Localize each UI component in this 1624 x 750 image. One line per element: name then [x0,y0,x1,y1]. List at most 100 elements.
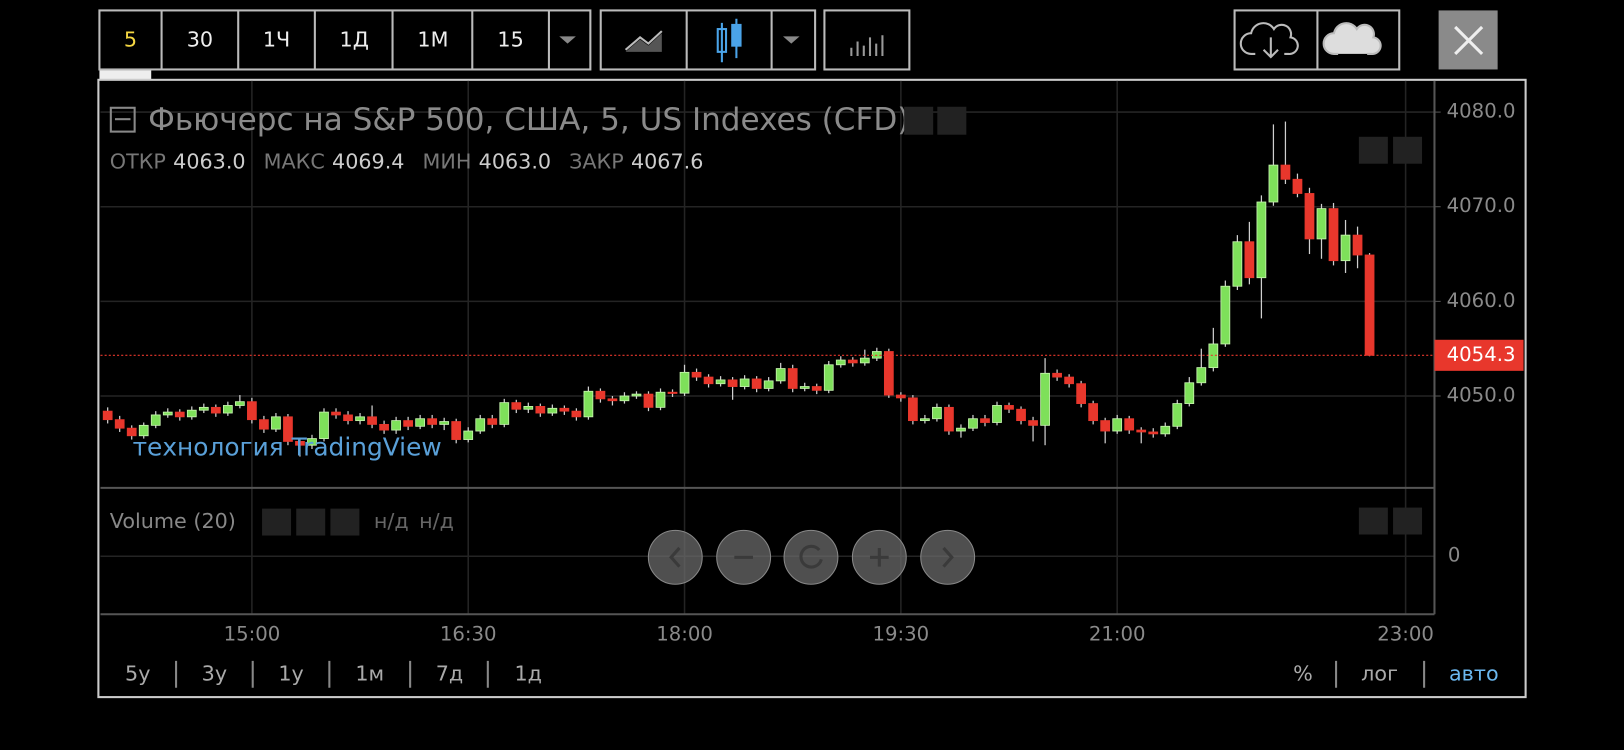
candle-body [343,414,353,422]
candle-body [1220,285,1231,345]
candle-body [186,409,197,418]
candle-body [823,364,834,391]
candle-body [583,390,594,418]
range-button[interactable]: 5у [125,661,150,685]
x-tick-label: 16:30 [440,622,497,645]
dropdown-icon[interactable] [783,36,800,44]
candle-body [114,419,125,429]
x-tick-label: 15:00 [224,622,281,645]
candle-body [150,414,161,426]
candle-body [727,379,738,387]
candle-body [102,410,113,421]
ohlc-label: ЗАКР [569,150,624,174]
candle-body [403,420,413,427]
candle-body [210,406,221,414]
x-tick-label: 23:00 [1377,622,1434,645]
interval-button[interactable]: 1М [417,27,448,51]
interval-button[interactable]: 1Д [340,27,369,51]
candle-body [847,359,858,364]
candle-body [1256,201,1267,279]
candle-body [463,430,474,440]
ohlc-value: 4063.0 [173,150,245,174]
dropdown-icon[interactable] [559,36,576,44]
candle-body [956,427,966,432]
range-button[interactable]: 1у [278,661,303,685]
settings-icon[interactable] [296,508,326,536]
ohlc-value: 4069.4 [332,150,404,174]
pane-resize-icon[interactable] [1393,507,1423,535]
scale-button[interactable]: лог [1361,661,1398,685]
range-button[interactable]: 1м [355,661,384,685]
scroll-left-button[interactable] [647,529,703,585]
candle-body [475,418,486,432]
candle-body [595,390,606,400]
candle-body [655,391,666,408]
volume-value: н/д [374,509,409,533]
ohlc-label: МАКС [264,150,325,174]
candle-body [547,407,558,414]
candle-body [487,418,498,425]
candle-body [1232,241,1243,287]
scroll-right-button[interactable] [920,529,976,585]
interval-button[interactable]: 1Ч [263,27,290,51]
candle-body [667,391,678,394]
candle-body [126,427,137,437]
interval-button[interactable]: 30 [187,27,213,51]
candle-icon[interactable] [716,18,742,63]
volume-values: н/д н/д [374,509,454,533]
pane-down-icon[interactable] [1358,136,1388,164]
candle-body [1340,234,1351,262]
pane-resize-icon[interactable] [1393,136,1423,164]
candle-body [1028,420,1038,426]
range-button[interactable]: 7д [436,661,464,685]
interval-button[interactable]: 5 [124,27,137,51]
range-button[interactable]: 1д [514,661,541,685]
watermark: технология TradingView [133,433,442,462]
candle-body [1172,403,1183,427]
candle-body [908,397,918,422]
candle-body [355,416,365,422]
reset-button[interactable] [783,529,839,585]
interval-button[interactable]: 15 [497,27,523,51]
bars-icon[interactable] [850,35,884,57]
collapse-icon[interactable] [109,106,136,133]
candle-body [235,401,245,406]
candle-body [1076,383,1087,404]
scale-button[interactable]: % [1293,661,1313,685]
candle-body [1304,193,1315,240]
line-icon [624,30,663,51]
scale-button[interactable]: авто [1449,661,1499,685]
candle-body [1064,376,1074,385]
candle-body [1052,372,1062,378]
candle-body [775,368,786,382]
indicators-button[interactable] [823,9,911,71]
candle-body [739,378,750,387]
candle-body [499,402,510,425]
x-tick-label: 18:00 [656,622,713,645]
pane-up-icon[interactable] [1358,507,1388,535]
eye-icon[interactable] [904,106,934,135]
settings-icon[interactable] [937,106,967,135]
candle-body [379,423,389,431]
scroll-tab[interactable] [99,70,152,80]
candle-body [247,401,257,421]
nav-icons [669,544,954,569]
eye-icon[interactable] [262,508,292,536]
candle-body [835,359,846,366]
range-button[interactable]: 3у [202,661,227,685]
candle-body [1208,343,1219,369]
bottom-separators [175,660,1426,688]
candle-body [607,398,618,402]
x-tick-label: 19:30 [873,622,930,645]
candle-body [138,424,149,437]
candle-body [920,418,930,422]
candle-body [415,418,426,427]
candle-body [439,421,450,425]
candle-body [895,394,906,399]
area-icon[interactable] [625,33,662,52]
candle-body [944,406,954,432]
close-icon [1454,25,1484,56]
remove-icon[interactable] [330,508,360,536]
cloud-icons[interactable] [1239,22,1382,59]
